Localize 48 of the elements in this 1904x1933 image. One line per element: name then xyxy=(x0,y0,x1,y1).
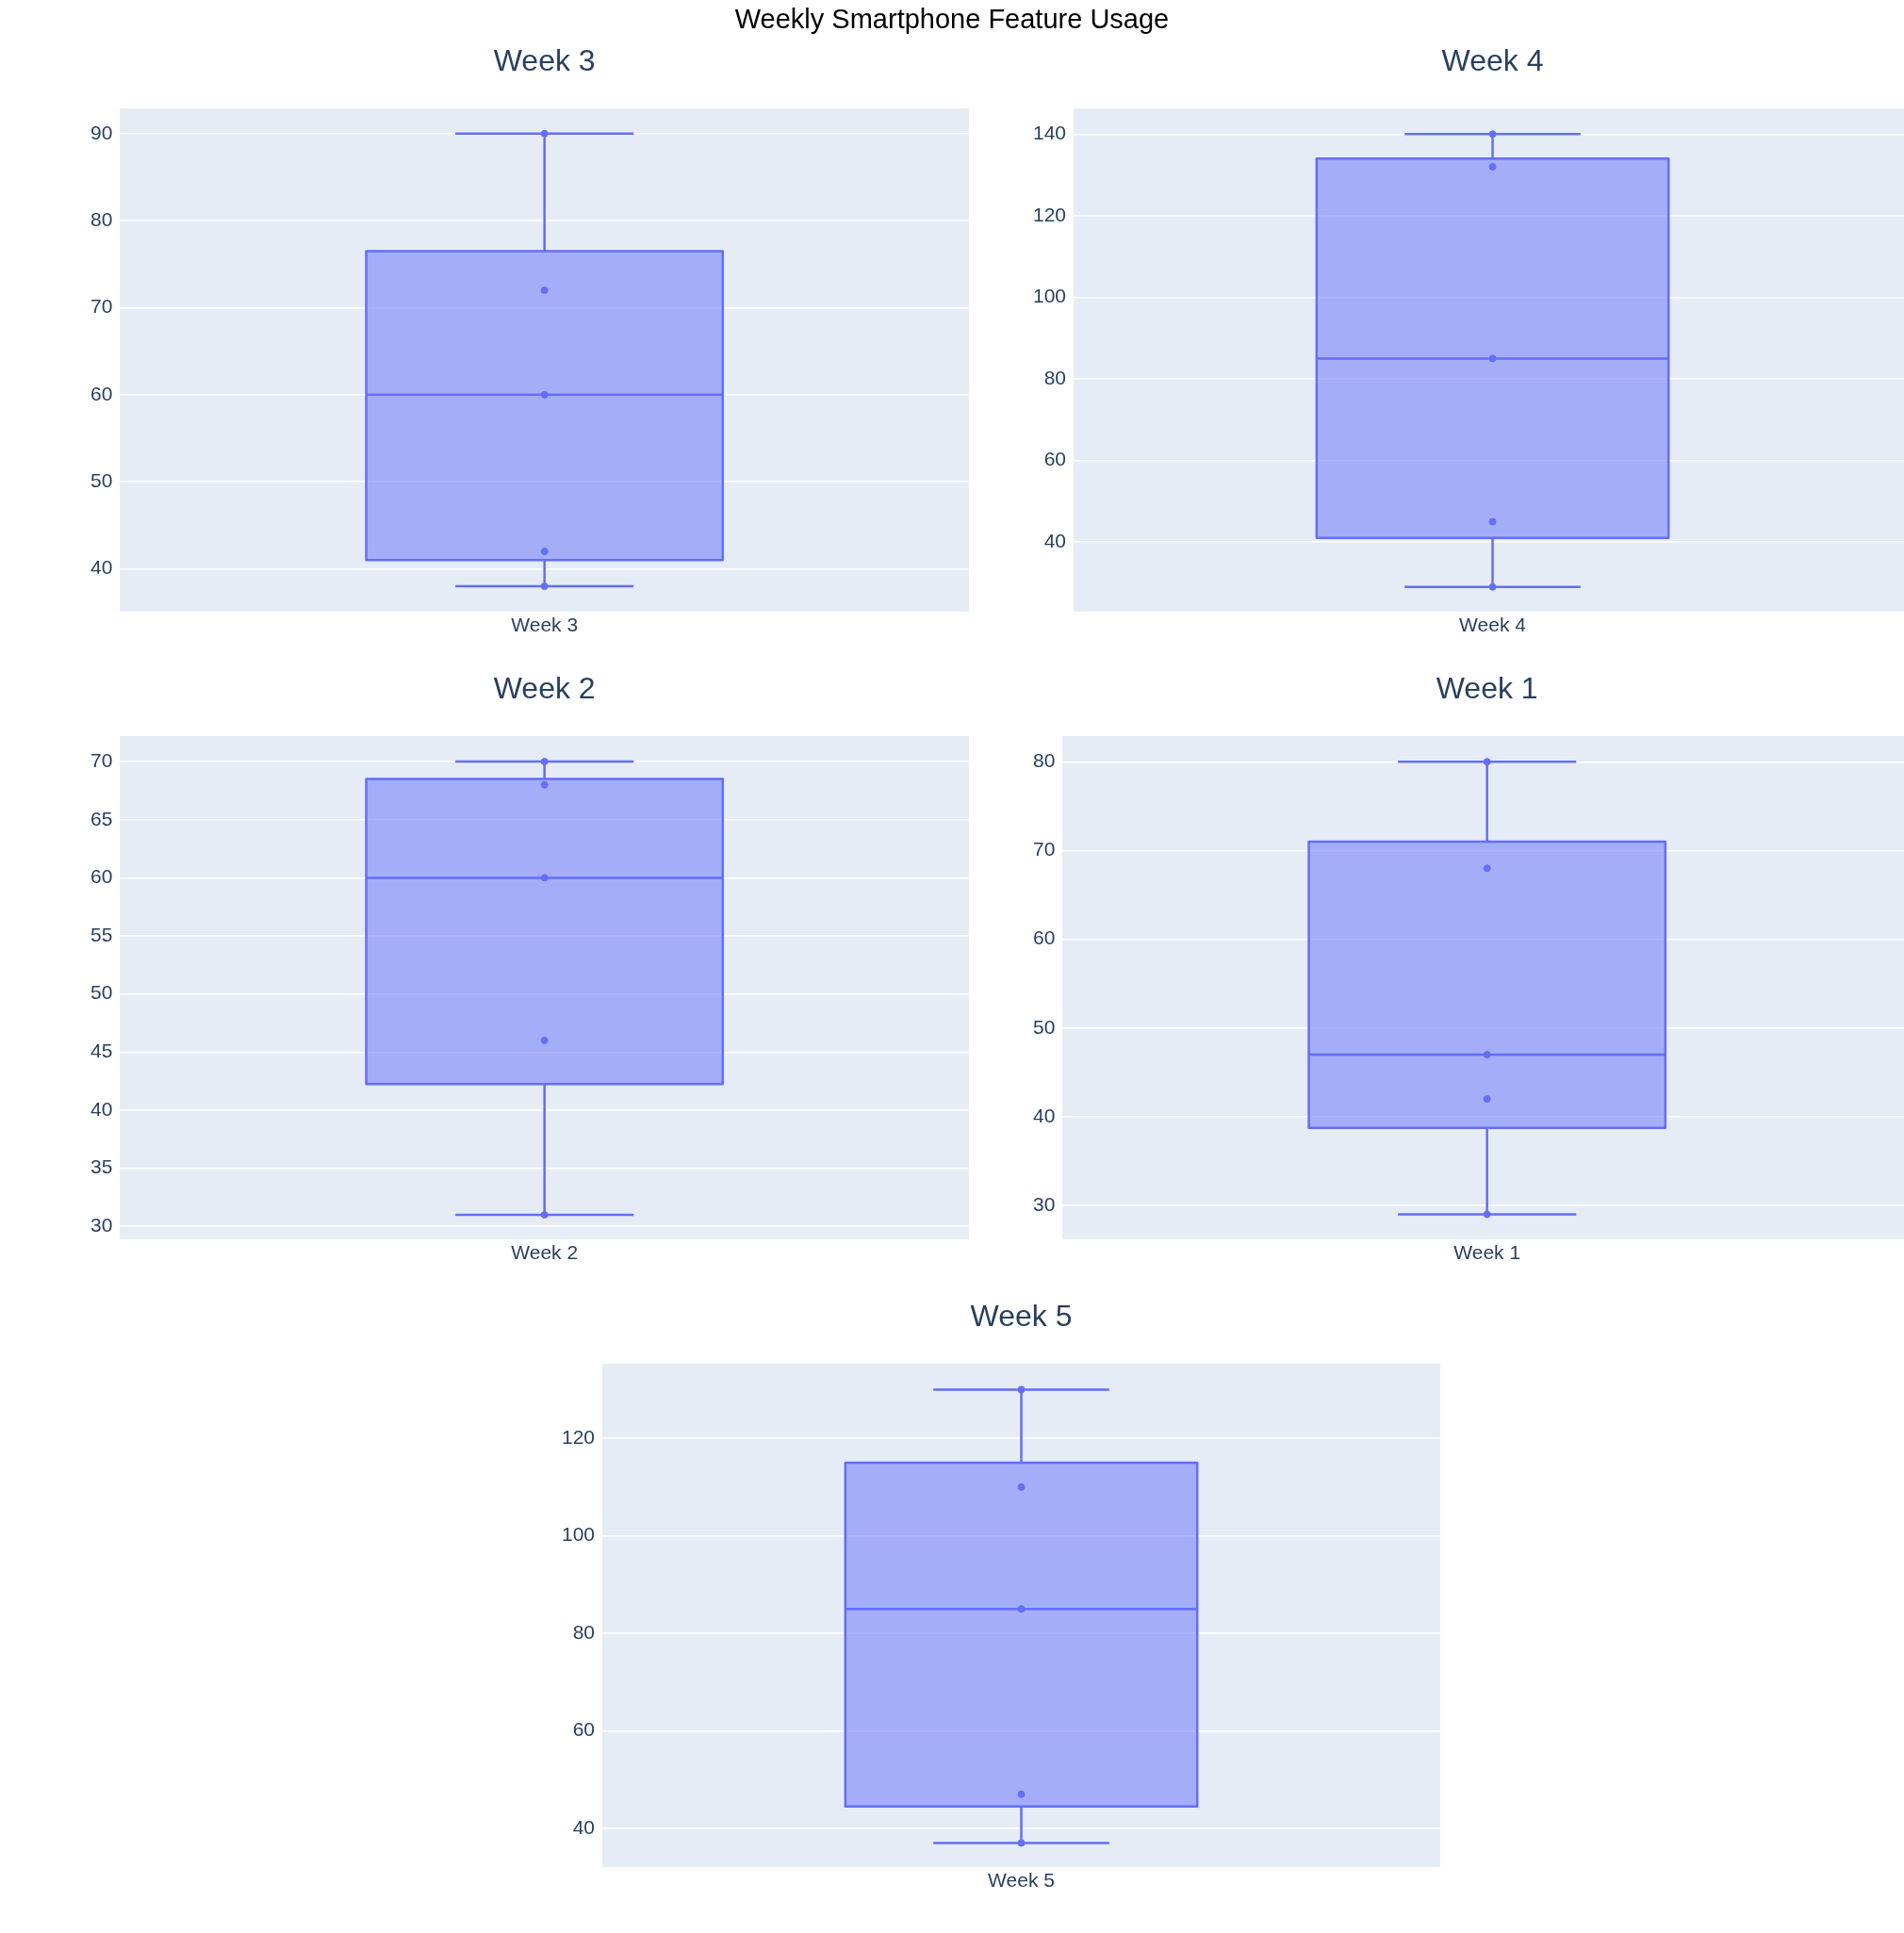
y-tick-label: 60 xyxy=(1033,926,1056,949)
point xyxy=(1488,162,1497,171)
y-tick-label: 55 xyxy=(90,923,113,945)
y-tick-label: 40 xyxy=(572,1815,596,1838)
point xyxy=(540,287,549,295)
y-tick-label: 90 xyxy=(90,121,113,143)
y-tick-label: 30 xyxy=(1033,1192,1056,1215)
point xyxy=(1483,1095,1491,1104)
y-tick-label: 100 xyxy=(561,1523,596,1546)
point xyxy=(1483,864,1491,873)
point xyxy=(540,548,549,556)
point xyxy=(1017,1790,1026,1798)
y-tick-label: 40 xyxy=(1033,1104,1056,1126)
point xyxy=(540,1036,549,1044)
y-tick-label: 40 xyxy=(90,1097,113,1120)
y-tick-label: 35 xyxy=(90,1155,113,1178)
y-tick-label: 80 xyxy=(572,1620,596,1643)
chart-title: Week 1 xyxy=(1436,670,1538,705)
chart-title: Week 3 xyxy=(493,42,596,77)
y-tick-label: 60 xyxy=(1043,448,1067,470)
y-tick-label: 30 xyxy=(90,1214,113,1237)
y-tick-label: 65 xyxy=(90,807,113,829)
y-tick-label: 40 xyxy=(90,556,113,579)
point xyxy=(1017,1483,1026,1491)
y-tick-label: 60 xyxy=(572,1718,596,1741)
chart-title: Week 4 xyxy=(1441,42,1544,77)
y-tick-label: 100 xyxy=(1032,285,1067,307)
y-tick-label: 60 xyxy=(90,865,113,888)
y-tick-label: 80 xyxy=(90,207,113,230)
y-tick-label: 70 xyxy=(90,295,113,318)
y-tick-label: 80 xyxy=(1033,749,1056,772)
y-tick-label: 80 xyxy=(1043,366,1067,388)
y-tick-label: 50 xyxy=(90,981,113,1004)
text: Weekly Smartphone Feature Usage xyxy=(733,4,1171,35)
chart-title: Week 2 xyxy=(493,670,596,705)
y-tick-label: 40 xyxy=(1043,530,1067,551)
y-tick-label: 120 xyxy=(1032,203,1067,225)
y-tick-label: 45 xyxy=(90,1040,113,1062)
y-tick-label: 60 xyxy=(90,382,113,404)
chart-title: Week 5 xyxy=(970,1298,1073,1333)
y-tick-label: 140 xyxy=(1032,122,1067,144)
y-tick-label: 50 xyxy=(1033,1015,1056,1038)
y-tick-label: 50 xyxy=(90,468,113,491)
point xyxy=(540,780,549,789)
y-tick-label: 120 xyxy=(561,1425,596,1448)
y-tick-label: 70 xyxy=(90,748,113,771)
point xyxy=(1488,517,1497,526)
y-tick-label: 70 xyxy=(1033,838,1056,860)
